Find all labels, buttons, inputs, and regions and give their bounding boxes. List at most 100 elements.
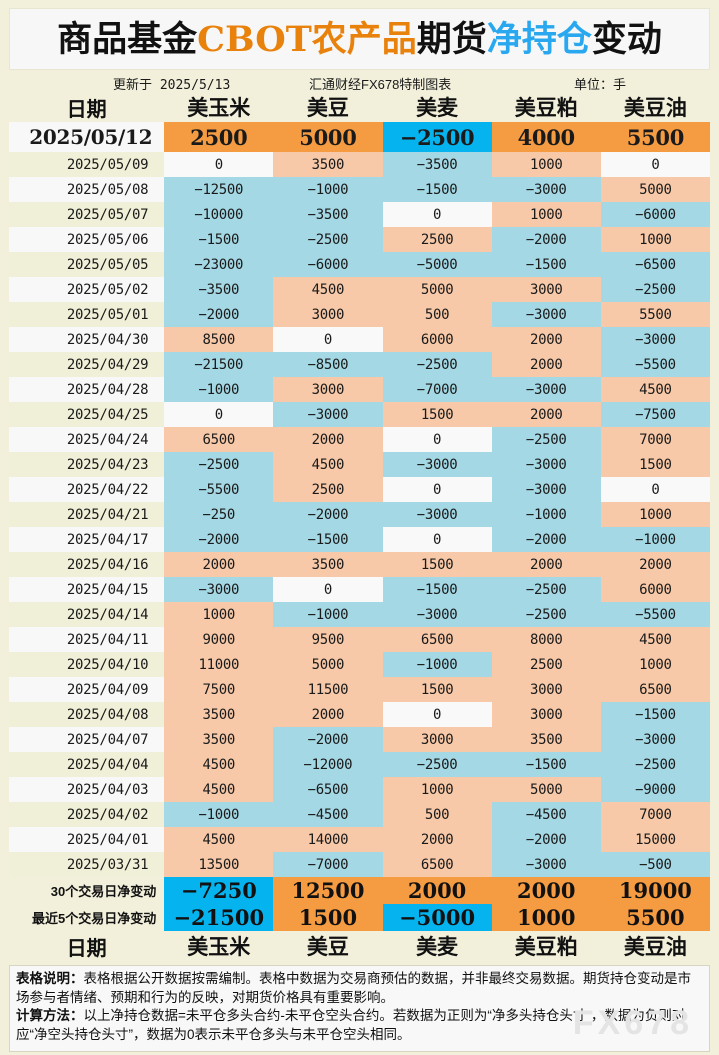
cell-美玉米: −21500 bbox=[164, 352, 274, 377]
cell-美豆油: −9000 bbox=[600, 777, 710, 802]
bottom-column-header-corn: 美玉米 bbox=[164, 931, 274, 961]
cell-美豆: 3000 bbox=[273, 302, 383, 327]
cell-美豆粕: 2000 bbox=[491, 552, 601, 577]
cell-美玉米: −5500 bbox=[164, 477, 274, 502]
cell-美麦: −2500 bbox=[382, 352, 492, 377]
cell-美豆粕: 2000 bbox=[491, 402, 601, 427]
cell-美豆: −2500 bbox=[273, 227, 383, 252]
cell-美麦: −3000 bbox=[382, 502, 492, 527]
cell-美豆: −8500 bbox=[273, 352, 383, 377]
page-title: 商品基金CBOT农产品期货净持仓变动 bbox=[57, 22, 662, 57]
title-part-2: CBOT农产品 bbox=[197, 18, 417, 60]
cell-美豆: −2000 bbox=[273, 502, 383, 527]
table-row: 2025/04/30 8500 0 6000 2000 −3000 bbox=[9, 327, 710, 352]
cell-美豆粕: −2500 bbox=[491, 427, 601, 452]
table-row: 2025/05/07 −10000 −3500 0 1000 −6000 bbox=[9, 202, 710, 227]
table-row: 2025/04/08 3500 2000 0 3000 −1500 bbox=[9, 702, 710, 727]
cell-美玉米: 6500 bbox=[164, 427, 274, 452]
row-date: 2025/04/28 bbox=[9, 377, 165, 402]
cell-美豆油: 1500 bbox=[600, 452, 710, 477]
column-header-soymeal: 美豆粕 bbox=[491, 92, 601, 122]
cell-美豆油: −6500 bbox=[600, 252, 710, 277]
source-label: 汇通财经FX678特制图表 bbox=[309, 77, 452, 92]
cell-美麦: 0 bbox=[382, 202, 492, 227]
cell-美豆粕: 2500 bbox=[491, 652, 601, 677]
table-row: 2025/04/10 11000 5000 −1000 2500 1000 bbox=[9, 652, 710, 677]
table-body: 2025/05/12 2500 5000 −2500 4000 5500 2025/05/0… bbox=[9, 122, 710, 877]
row-date: 2025/04/09 bbox=[9, 677, 165, 702]
cell-美玉米: −2000 bbox=[164, 302, 274, 327]
cell-美豆油: −5500 bbox=[600, 352, 710, 377]
column-header-soybean: 美豆 bbox=[273, 92, 383, 122]
cell-美豆粕: −2000 bbox=[491, 527, 601, 552]
subheader: 更新于 2025/5/13 汇通财经FX678特制图表 单位：手 bbox=[9, 70, 710, 93]
table-row: 2025/04/09 7500 11500 1500 3000 6500 bbox=[9, 677, 710, 702]
summary-row: 最近5个交易日净变动 −21500 1500 −5000 1000 5500 bbox=[9, 904, 710, 931]
cell-美玉米: −1000 bbox=[164, 377, 274, 402]
cell-美玉米: −2000 bbox=[164, 527, 274, 552]
cell-美麦: −3000 bbox=[382, 602, 492, 627]
table-row: 2025/04/14 1000 −1000 −3000 −2500 −5500 bbox=[9, 602, 710, 627]
table-row: 2025/04/04 4500 −12000 −2500 −1500 −2500 bbox=[9, 752, 710, 777]
row-date: 2025/05/05 bbox=[9, 252, 165, 277]
chart-page: 商品基金CBOT农产品期货净持仓变动 更新于 2025/5/13 汇通财经FX6… bbox=[0, 8, 719, 1055]
cell-美豆: 2000 bbox=[273, 702, 383, 727]
row-date: 2025/05/09 bbox=[9, 152, 165, 177]
table-row: 2025/04/29 −21500 −8500 −2500 2000 −5500 bbox=[9, 352, 710, 377]
cell-美麦: 6500 bbox=[382, 852, 492, 877]
cell-美玉米: 2000 bbox=[164, 552, 274, 577]
summary-cell-美玉米: −21500 bbox=[164, 904, 274, 931]
cell-美豆粕: 1000 bbox=[491, 152, 601, 177]
cell-美玉米: −1500 bbox=[164, 227, 274, 252]
row-date: 2025/04/17 bbox=[9, 527, 165, 552]
cell-美豆粕: −2500 bbox=[491, 602, 601, 627]
cell-美麦: 0 bbox=[382, 477, 492, 502]
cell-美麦: 0 bbox=[382, 427, 492, 452]
cell-美豆: −1000 bbox=[273, 602, 383, 627]
cell-美豆油: 5500 bbox=[600, 302, 710, 327]
cell-美麦: −7000 bbox=[382, 377, 492, 402]
table-footer: 30个交易日净变动 −7250 12500 2000 2000 19000 最近5个交易日净… bbox=[9, 877, 710, 931]
cell-美玉米: −1000 bbox=[164, 802, 274, 827]
row-date: 2025/05/01 bbox=[9, 302, 165, 327]
table-row: 2025/04/01 4500 14000 2000 −2000 15000 bbox=[9, 827, 710, 852]
row-date: 2025/04/07 bbox=[9, 727, 165, 752]
cell-美豆: −4500 bbox=[273, 802, 383, 827]
cell-美麦: 1500 bbox=[382, 402, 492, 427]
cell-美玉米: 11000 bbox=[164, 652, 274, 677]
title-part-4: 净持仓 bbox=[486, 18, 592, 60]
cell-美玉米: −3000 bbox=[164, 577, 274, 602]
cell-美豆油: −500 bbox=[600, 852, 710, 877]
row-date: 2025/05/02 bbox=[9, 277, 165, 302]
cell-美豆油: −1000 bbox=[600, 527, 710, 552]
cell-美麦: 2000 bbox=[382, 827, 492, 852]
row-date: 2025/03/31 bbox=[9, 852, 165, 877]
cell-美豆油: 6000 bbox=[600, 577, 710, 602]
title-part-3: 期货 bbox=[416, 18, 487, 60]
cell-美麦: −1500 bbox=[382, 177, 492, 202]
cell-美豆油: −5500 bbox=[600, 602, 710, 627]
footer-method-label: 计算方法： bbox=[16, 1008, 84, 1024]
footer-notes: 表格说明：表格根据公开数据按需编制。表格中数据为交易商预估的数据，并非最终交易数… bbox=[9, 965, 710, 1052]
cell-美豆油: 1000 bbox=[600, 652, 710, 677]
cell-美玉米: −3500 bbox=[164, 277, 274, 302]
cell-美麦: 6500 bbox=[382, 627, 492, 652]
cell-美玉米: 4500 bbox=[164, 827, 274, 852]
cell-美豆粕: 3000 bbox=[491, 277, 601, 302]
bottom-column-header-soybean: 美豆 bbox=[273, 931, 383, 961]
cell-美豆油: 1000 bbox=[600, 227, 710, 252]
cell-美豆粕: 1000 bbox=[491, 202, 601, 227]
cell-美豆: 5000 bbox=[273, 122, 383, 152]
cell-美豆: 3500 bbox=[273, 552, 383, 577]
cell-美麦: −2500 bbox=[382, 122, 492, 152]
cell-美豆油: 7000 bbox=[600, 802, 710, 827]
row-date: 2025/04/22 bbox=[9, 477, 165, 502]
row-date: 2025/05/08 bbox=[9, 177, 165, 202]
cell-美玉米: 9000 bbox=[164, 627, 274, 652]
table-row: 2025/04/11 9000 9500 6500 8000 4500 bbox=[9, 627, 710, 652]
cell-美豆粕: −3000 bbox=[491, 377, 601, 402]
cell-美豆粕: 2000 bbox=[491, 352, 601, 377]
summary-row: 30个交易日净变动 −7250 12500 2000 2000 19000 bbox=[9, 877, 710, 904]
positions-table: 日期 美玉米 美豆 美麦 美豆粕 美豆油 2025/05/12 2500 5000−… bbox=[9, 92, 710, 931]
row-date: 2025/04/02 bbox=[9, 802, 165, 827]
